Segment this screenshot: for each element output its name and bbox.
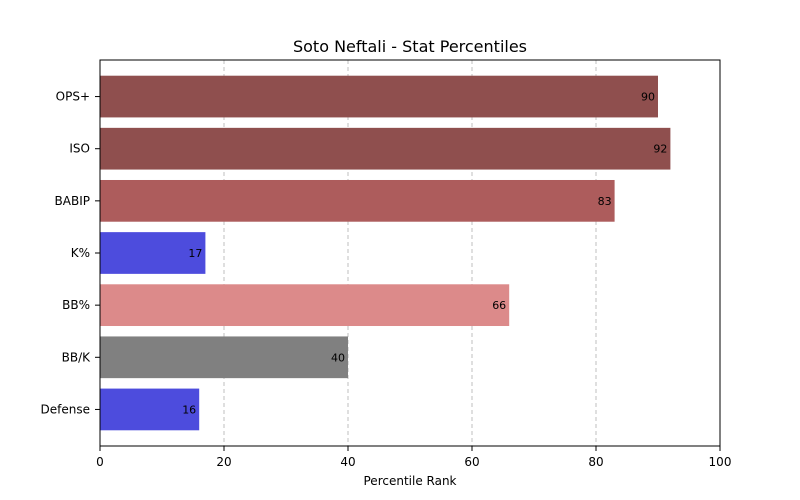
y-tick-label: OPS+	[56, 90, 90, 104]
bar	[100, 232, 206, 274]
bar	[100, 336, 348, 379]
bar-value-label: 66	[492, 299, 506, 312]
bar	[100, 127, 671, 170]
x-tick-label: 80	[588, 455, 603, 469]
y-axis: OPS+ ISO BABIP K% BB% BB/K Defense	[41, 90, 100, 416]
bars-layer: 90 92 83 17 66 40 16	[100, 75, 671, 431]
x-tick-label: 40	[340, 455, 355, 469]
y-tick-label: ISO	[69, 142, 90, 156]
x-tick-label: 60	[464, 455, 479, 469]
bar-value-label: 83	[598, 195, 612, 208]
y-tick-label: BB/K	[62, 350, 92, 364]
bar	[100, 75, 658, 118]
x-tick-label: 20	[216, 455, 231, 469]
bar-value-label: 16	[182, 403, 196, 416]
bar-value-label: 92	[653, 143, 667, 156]
y-tick-label: BABIP	[55, 194, 90, 208]
y-tick-label: K%	[71, 246, 90, 260]
x-axis: 0 20 40 60 80 100	[96, 446, 731, 469]
bar-value-label: 40	[331, 351, 345, 364]
x-axis-title: Percentile Rank	[364, 474, 457, 488]
y-tick-label: BB%	[62, 298, 90, 312]
bar-value-label: 17	[188, 247, 202, 260]
bar	[100, 284, 510, 327]
y-tick-label: Defense	[41, 402, 90, 416]
chart-title: Soto Neftali - Stat Percentiles	[293, 37, 527, 56]
x-tick-label: 0	[96, 455, 104, 469]
x-tick-label: 100	[709, 455, 732, 469]
grid-layer	[223, 60, 597, 446]
bar	[100, 179, 615, 222]
bar	[100, 388, 200, 431]
bar-value-label: 90	[641, 91, 655, 104]
